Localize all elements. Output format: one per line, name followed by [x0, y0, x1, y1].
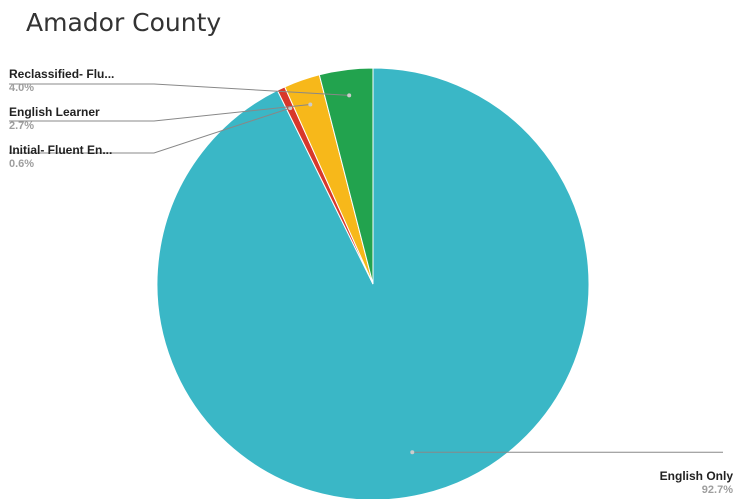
slice-name-label-0: English Only	[660, 469, 734, 483]
slice-percent-label-0: 92.7%	[702, 484, 733, 496]
leader-line-2	[9, 104, 311, 122]
leader-dot-2	[308, 102, 313, 107]
slice-label-1: Initial- Fluent En...0.6%	[9, 106, 293, 170]
slice-percent-label-2: 2.7%	[9, 120, 34, 132]
slice-name-label-3: Reclassified- Flu...	[9, 67, 114, 81]
leader-line-1	[9, 107, 291, 154]
pie-slice-3	[318, 67, 374, 285]
leader-dot-0	[410, 450, 415, 455]
slice-name-label-2: English Learner	[9, 105, 100, 119]
chart-title: Amador County	[26, 8, 222, 37]
slice-name-label-1: Initial- Fluent En...	[9, 143, 112, 157]
slice-label-3: Reclassified- Flu...4.0%	[9, 67, 352, 98]
leader-dot-3	[347, 93, 352, 98]
slice-percent-label-3: 4.0%	[9, 82, 34, 94]
leader-line-3	[9, 83, 350, 96]
slice-percent-label-1: 0.6%	[9, 158, 34, 170]
